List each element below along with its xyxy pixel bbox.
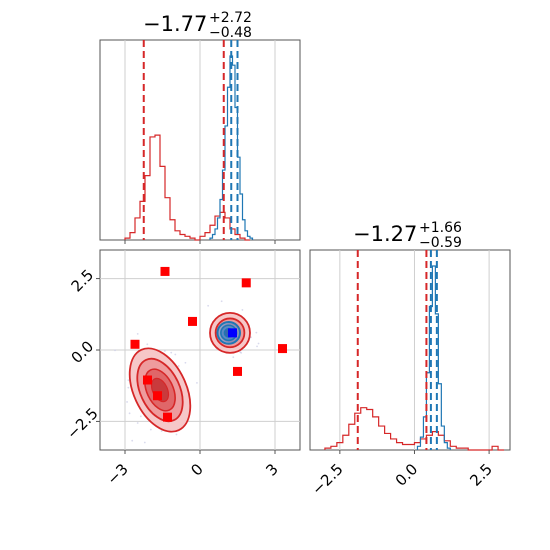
- bottom-right-title-median: −1.27: [353, 222, 417, 246]
- bottom-left-scatter-point: [239, 351, 242, 354]
- bottom-left-scatter-point: [250, 336, 252, 339]
- top-left-title-minus: −0.48: [209, 25, 252, 41]
- bottom-left-blue-marker: [228, 328, 237, 338]
- bottom-left-scatter-point: [256, 345, 258, 348]
- bottom-left-markers: [130, 266, 287, 422]
- bottom-left-grid: [100, 250, 300, 450]
- top-left-title: −1.77 +2.72 −0.48: [143, 10, 252, 41]
- bottom-left-scatter-point: [149, 428, 152, 431]
- bottom-left-scatter-point: [127, 379, 130, 382]
- bottom-right-histogram: [324, 265, 505, 451]
- bottom-left-scatter-point: [114, 349, 116, 352]
- bottom-left-scatter-point: [143, 441, 146, 444]
- bottom-left-scatter-point: [128, 412, 131, 415]
- top-left-title-plus: +2.72: [209, 10, 252, 26]
- bottom-left-scatter-point: [207, 304, 210, 307]
- top-left-quantile-lines: [142, 40, 239, 240]
- bottom-left-scatter-point: [131, 439, 134, 442]
- bottom-right-panel-frame: [309, 249, 511, 451]
- bottom-left-yticks: −2.5 0.0 2.5: [63, 266, 101, 443]
- bottom-left-contour-panel: −3 0 3 −2.5 0.0 2.5: [63, 249, 301, 488]
- bottom-left-scatter-point: [196, 381, 198, 384]
- bottom-left-red-marker-4: [278, 344, 287, 354]
- bottom-left-ytick-label-2: 2.5: [68, 266, 98, 296]
- bottom-left-scatter-point: [126, 401, 128, 403]
- top-left-histogram-panel: [99, 39, 301, 244]
- bottom-left-scatter-point: [160, 430, 163, 432]
- bottom-left-red-marker-5: [233, 366, 242, 376]
- bottom-left-scatter-point: [255, 331, 258, 334]
- bottom-left-red-marker-6: [143, 375, 152, 385]
- bottom-left-scatter-point: [220, 300, 223, 303]
- top-left-histogram-series-0: [124, 134, 250, 241]
- bottom-left-scatter-point: [177, 365, 180, 367]
- bottom-left-scatter-point: [163, 350, 166, 352]
- bottom-left-xtick-label-2: 3: [262, 460, 281, 479]
- bottom-left-scatter-point: [170, 351, 173, 354]
- bottom-left-scatter-point: [136, 332, 139, 335]
- bottom-right-xtick-label-0: −2.5: [308, 460, 346, 498]
- bottom-left-red-marker-0: [160, 266, 170, 276]
- bottom-right-xtick-label-1: 0.0: [392, 460, 422, 490]
- bottom-left-red-marker-3: [130, 339, 140, 349]
- bottom-left-scatter-point: [175, 433, 178, 436]
- bottom-left-xticks: −3 0 3: [103, 450, 282, 488]
- bottom-left-ytick-label-1: 0.0: [68, 337, 98, 367]
- bottom-left-scatter-point: [136, 422, 139, 424]
- bottom-right-title-plus: +1.66: [419, 220, 462, 236]
- bottom-left-scatter-point: [184, 361, 187, 364]
- bottom-left-red-marker-7: [153, 391, 162, 401]
- bottom-right-histogram-series-1: [416, 265, 451, 450]
- top-left-xticks: [124, 240, 276, 244]
- bottom-left-scatter-point: [127, 386, 130, 389]
- bottom-left-scatter-point: [174, 353, 177, 356]
- bottom-right-title: −1.27 +1.66 −0.59: [353, 220, 462, 251]
- bottom-left-red-marker-8: [163, 412, 172, 422]
- bottom-right-xtick-label-2: 2.5: [466, 460, 496, 490]
- bottom-right-title-minus: −0.59: [419, 235, 462, 251]
- bottom-right-xticks: −2.5 0.0 2.5: [308, 450, 496, 499]
- bottom-left-scatter-point: [241, 309, 244, 311]
- bottom-right-grid: [339, 250, 490, 450]
- bottom-left-xtick-label-0: −3: [103, 460, 131, 488]
- bottom-left-ytick-label-0: −2.5: [63, 404, 101, 442]
- bottom-left-red-marker-2: [188, 316, 197, 326]
- bottom-left-scatter-point: [257, 342, 260, 345]
- top-left-title-median: −1.77: [143, 12, 207, 36]
- bottom-left-red-marker-1: [241, 278, 251, 288]
- bottom-left-scatter-point: [232, 356, 235, 359]
- bottom-right-histogram-series-0: [324, 407, 505, 451]
- bottom-left-scatter-point: [146, 343, 149, 346]
- bottom-right-histogram-panel: −2.5 0.0 2.5: [308, 249, 511, 499]
- bottom-left-xtick-label-1: 0: [187, 460, 206, 479]
- bottom-left-scatter-point: [139, 415, 142, 418]
- top-left-grid: [124, 40, 276, 240]
- bottom-right-quantile-lines: [356, 250, 438, 450]
